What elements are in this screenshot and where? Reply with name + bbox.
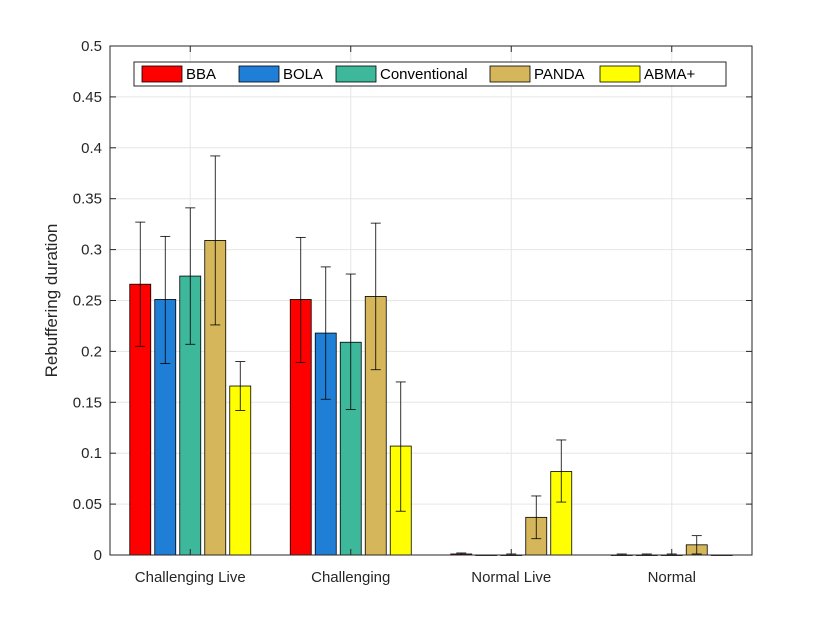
y-tick-label: 0.3 xyxy=(81,242,102,259)
legend-label: BOLA xyxy=(283,66,323,83)
y-tick-label: 0.35 xyxy=(73,191,102,208)
y-tick-label: 0 xyxy=(94,547,102,564)
legend-label: PANDA xyxy=(534,66,585,83)
x-tick-label: Normal Live xyxy=(471,569,551,586)
y-tick-label: 0.1 xyxy=(81,445,102,462)
y-tick-label: 0.45 xyxy=(73,89,102,106)
y-axis-label: Rebuffering duration xyxy=(42,224,61,378)
legend-swatch xyxy=(335,65,377,83)
legend-swatch xyxy=(489,65,531,83)
legend-swatch xyxy=(238,65,280,83)
y-tick-label: 0.2 xyxy=(81,343,102,360)
x-tick-label: Challenging Live xyxy=(135,569,246,586)
legend-swatch xyxy=(599,65,641,83)
bar-abma-0 xyxy=(229,385,252,556)
y-tick-label: 0.5 xyxy=(81,38,102,55)
legend-label: BBA xyxy=(186,66,216,83)
x-tick-label: Normal xyxy=(648,569,696,586)
legend: BBA BOLA Conventional PANDA ABMA+ xyxy=(133,61,727,87)
y-axis: 0 0.05 0.1 0.15 0.2 0.25 0.3 0.35 0.4 0.45 0.5 xyxy=(73,38,752,564)
bar-series xyxy=(129,240,733,556)
legend-swatch xyxy=(141,65,183,83)
error-bars xyxy=(135,155,727,556)
y-tick-label: 0.25 xyxy=(73,293,102,310)
x-tick-label: Challenging xyxy=(311,569,390,586)
legend-label: ABMA+ xyxy=(644,66,696,83)
y-tick-label: 0.15 xyxy=(73,394,102,411)
x-axis: Challenging Live Challenging Normal Live No… xyxy=(135,46,696,586)
y-tick-label: 0.05 xyxy=(73,496,102,513)
legend-label: Conventional xyxy=(380,66,468,83)
y-tick-label: 0.4 xyxy=(81,140,102,157)
